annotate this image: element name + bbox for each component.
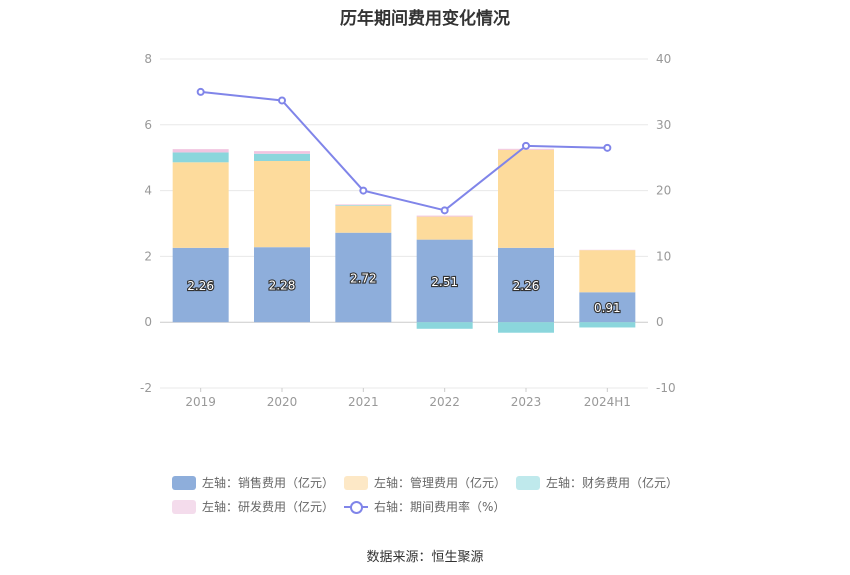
x-axis-tick: 2024H1 [584, 395, 631, 409]
x-axis-tick: 2021 [348, 395, 379, 409]
bar-segment-2 [416, 322, 473, 329]
bar-segment-1 [498, 149, 554, 248]
bar-segment-1 [416, 216, 473, 240]
rate-point [603, 143, 612, 152]
bar-segment-2 [579, 322, 636, 328]
x-axis-tick: 2020 [267, 395, 298, 409]
left-axis-tick: 2 [144, 249, 152, 263]
bar-segment-2 [335, 205, 392, 206]
bar-segment-2 [172, 152, 229, 163]
bar-segment-0 [498, 247, 554, 323]
bar-segment-0 [579, 292, 636, 323]
right-axis-tick: -10 [656, 381, 676, 395]
bar-segment-1 [579, 250, 636, 293]
bar-segment-1 [254, 160, 310, 248]
bar-segment-0 [416, 239, 473, 323]
right-axis-tick: 10 [656, 249, 671, 263]
left-axis-tick: 8 [144, 52, 152, 66]
right-axis-tick: 0 [656, 315, 664, 329]
bar-data-label: 2.51 [431, 275, 458, 289]
left-axis-tick: 4 [144, 184, 152, 198]
rate-line [200, 90, 608, 212]
bar-segment-3 [416, 215, 473, 217]
bar-data-label: 0.91 [594, 301, 621, 315]
bar-segment-0 [172, 247, 229, 323]
bar-segment-2 [254, 153, 310, 161]
bar-segment-1 [172, 162, 229, 248]
bar-segment-2 [498, 322, 554, 333]
rate-point [278, 96, 286, 105]
bar-segment-3 [335, 204, 392, 206]
right-axis-tick: 40 [656, 52, 671, 66]
right-axis-tick: 30 [656, 118, 671, 132]
bar-segment-0 [335, 232, 392, 323]
x-axis-tick: 2019 [185, 395, 216, 409]
chart-title: 历年期间费用变化情况 [340, 9, 510, 29]
rate-point [196, 87, 205, 96]
bar-segment-1 [335, 205, 392, 233]
rate-point [522, 141, 530, 150]
data-source: 数据来源：恒生聚源 [366, 550, 484, 565]
x-axis-tick: 2023 [511, 395, 542, 409]
left-axis-tick: 0 [144, 315, 152, 329]
bar-segment-0 [254, 247, 310, 323]
bar-data-label: 2.26 [513, 279, 540, 293]
right-axis-tick: 20 [656, 184, 671, 198]
bar-segment-3 [172, 149, 229, 153]
left-axis-tick: 6 [144, 118, 152, 132]
bar-data-label: 2.72 [350, 271, 377, 285]
bar-segment-3 [254, 151, 310, 154]
left-axis-tick: -2 [140, 381, 152, 395]
bar-data-label: 2.28 [269, 279, 296, 293]
x-axis-tick: 2022 [429, 395, 460, 409]
bar-data-label: 2.26 [187, 279, 214, 293]
rate-point [359, 186, 368, 195]
rate-point [440, 206, 449, 215]
